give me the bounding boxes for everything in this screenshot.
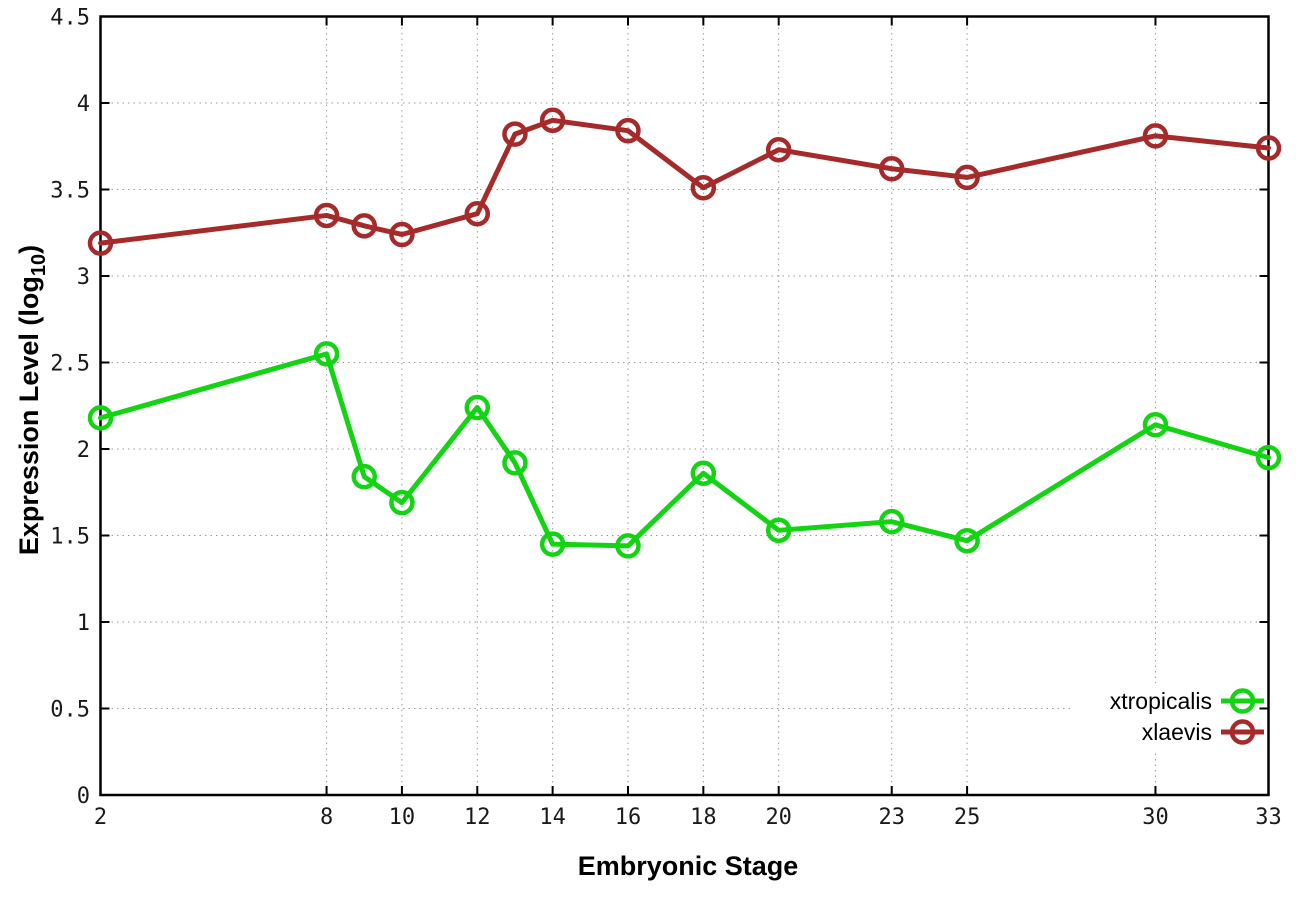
x-axis-title: Embryonic Stage (578, 851, 799, 881)
y-tick-label: 3 (77, 265, 90, 290)
data-point-xtropicalis (765, 517, 792, 544)
data-point-xlaevis (878, 155, 905, 182)
x-tick-label: 33 (1255, 805, 1282, 830)
x-tick-label: 8 (320, 805, 333, 830)
y-tick-label: 3.5 (50, 179, 90, 204)
data-point-xlaevis (954, 164, 980, 191)
plot-border (99, 15, 1270, 797)
x-tick-label: 18 (690, 805, 717, 830)
y-tick-label: 1.5 (50, 525, 90, 550)
y-tick-label: 4.5 (50, 6, 90, 31)
legend-label-xtropicalis: xtropicalis (1110, 688, 1212, 714)
data-point-xtropicalis (690, 460, 717, 486)
data-point-xlaevis (313, 202, 340, 229)
y-tick-label: 0 (77, 784, 90, 809)
data-point-xtropicalis (351, 463, 377, 490)
gridlines (100, 16, 1269, 796)
data-point-xlaevis (502, 121, 528, 147)
data-point-xtropicalis (389, 489, 415, 516)
y-tick-label: 0.5 (50, 698, 90, 723)
axis-ticks (99, 15, 1270, 796)
y-axis-title-suffix: ) (14, 245, 44, 254)
legend-marker-circle-xlaevis (1229, 719, 1256, 745)
data-point-xtropicalis (878, 508, 905, 535)
y-tick-label: 1 (77, 611, 90, 636)
data-point-xlaevis (1142, 123, 1169, 149)
data-point-xtropicalis (502, 450, 528, 476)
x-tick-label: 12 (464, 805, 491, 830)
x-tick-label: 30 (1142, 805, 1169, 830)
data-point-xtropicalis (87, 405, 114, 431)
data-point-xtropicalis (313, 341, 340, 367)
plot-border-group (99, 15, 1270, 797)
data-point-xtropicalis (539, 531, 566, 557)
legend-marker-circle-xtropicalis (1229, 688, 1256, 714)
series-line-xtropicalis (98, 351, 1271, 549)
x-tick-label: 2 (94, 805, 107, 830)
data-point-xlaevis (1255, 135, 1282, 161)
data-point-xlaevis (539, 107, 566, 134)
legend: xtropicalis xlaevis (1110, 688, 1264, 745)
data-point-xtropicalis (615, 533, 641, 559)
data-point-xlaevis (615, 117, 641, 144)
data-point-xtropicalis (1255, 444, 1282, 471)
series-xtropicalis (87, 341, 1282, 559)
data-point-xlaevis (87, 230, 114, 256)
x-tick-label: 20 (765, 805, 792, 830)
x-tick-label: 10 (389, 805, 416, 830)
y-tick-labels: 0 0.5 1 1.5 2 2.5 3 3.5 4 4.5 (50, 6, 90, 810)
x-tick-labels: 2 8 10 12 14 16 18 20 23 25 30 33 (94, 805, 1282, 830)
y-axis-title-subscript: 10 (28, 254, 50, 276)
series-line-xlaevis (98, 117, 1271, 246)
series-xlaevis (87, 107, 1282, 256)
y-tick-label: 2.5 (50, 352, 90, 377)
y-tick-label: 4 (77, 92, 90, 117)
y-tick-label: 2 (77, 438, 90, 463)
series-group (87, 107, 1282, 559)
data-point-xtropicalis (954, 527, 980, 554)
data-point-xtropicalis (1142, 412, 1169, 438)
data-point-xlaevis (690, 175, 717, 201)
y-axis-title: Expression Level (log10) (14, 245, 50, 555)
y-axis-title-prefix: Expression Level (log (14, 276, 44, 555)
x-tick-label: 16 (615, 805, 642, 830)
x-tick-label: 14 (539, 805, 566, 830)
data-point-xlaevis (765, 136, 792, 163)
data-point-xlaevis (351, 213, 377, 239)
legend-markers (1221, 688, 1264, 745)
x-tick-label: 25 (954, 805, 981, 830)
data-point-xlaevis (464, 200, 491, 227)
data-point-xlaevis (389, 221, 415, 248)
legend-label-xlaevis: xlaevis (1142, 719, 1212, 745)
x-tick-label: 23 (878, 805, 905, 830)
data-point-xtropicalis (464, 394, 491, 421)
